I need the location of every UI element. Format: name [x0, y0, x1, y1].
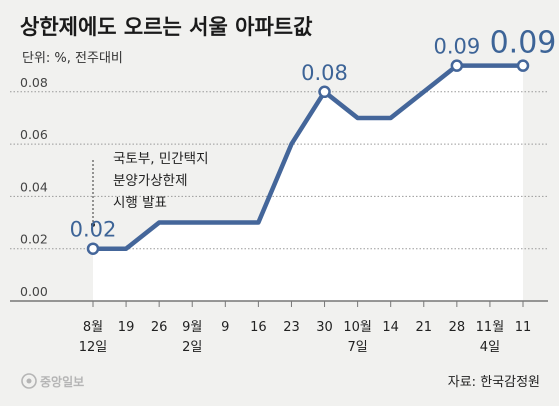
chart-unit-label: 단위: %, 전주대비: [22, 51, 123, 66]
y-tick-label: 0.00: [20, 284, 48, 299]
data-label: 0.09: [490, 26, 557, 61]
x-tick-label: 2일: [182, 340, 202, 355]
x-tick-label: 7일: [347, 340, 367, 355]
y-tick-label: 0.08: [20, 75, 48, 90]
logo-text: 중앙일보: [40, 375, 84, 389]
x-tick-label: 11월: [476, 320, 505, 335]
data-label: 0.09: [433, 35, 480, 59]
x-tick-label: 9월: [182, 320, 202, 335]
x-tick-label: 21: [415, 320, 432, 335]
data-labels: 0.02 0.08 0.09 0.09: [70, 26, 557, 242]
source-label: 자료: 한국감정원: [448, 375, 540, 390]
x-tick-label: 4일: [480, 340, 500, 355]
y-tick-labels: 0.00 0.02 0.04 0.06 0.08: [20, 75, 48, 299]
data-point: [86, 242, 100, 255]
x-tick-label: 9: [221, 320, 229, 335]
jungang-logo: 중앙일보: [21, 373, 84, 389]
y-tick-label: 0.06: [20, 127, 48, 142]
x-tick-label: 30: [316, 320, 333, 335]
x-tick-label: 10월: [343, 320, 372, 335]
series-line: [90, 63, 526, 251]
x-tick-label: 19: [118, 320, 135, 335]
annotation-dot: [91, 222, 95, 227]
y-tick-label: 0.04: [20, 179, 48, 194]
data-label: 0.08: [301, 61, 348, 85]
grid-lines: [10, 91, 548, 302]
x-tick-label: 23: [283, 320, 300, 335]
data-point: [450, 59, 464, 72]
x-tick-label: 11: [515, 320, 532, 335]
x-tick-labels: 8월 12일 19 26 9월 2일 9 16 23 30 10월 7일 14 21 28 11월 4일 11: [79, 320, 532, 355]
x-tick-label: 8월: [83, 320, 103, 335]
x-tick-label: 14: [382, 320, 399, 335]
series-points: [86, 59, 530, 255]
annotation-text: 시행 발표: [113, 195, 167, 211]
x-tick-label: 16: [250, 320, 267, 335]
annotation-text: 분양가상한제: [113, 173, 188, 189]
x-tick-marks: [92, 301, 524, 307]
data-point: [318, 85, 331, 99]
y-tick-label: 0.02: [20, 232, 48, 247]
data-point: [516, 59, 530, 72]
area-fill: [93, 65, 523, 302]
x-tick-label: 28: [449, 320, 466, 335]
annotation-text: 국토부, 민간택지: [113, 151, 209, 167]
x-tick-label: 12일: [79, 340, 108, 355]
chart-title: 상한제에도 오르는 서울 아파트값: [20, 15, 312, 39]
x-tick-label: 26: [151, 320, 168, 335]
data-label: 0.02: [70, 218, 117, 242]
